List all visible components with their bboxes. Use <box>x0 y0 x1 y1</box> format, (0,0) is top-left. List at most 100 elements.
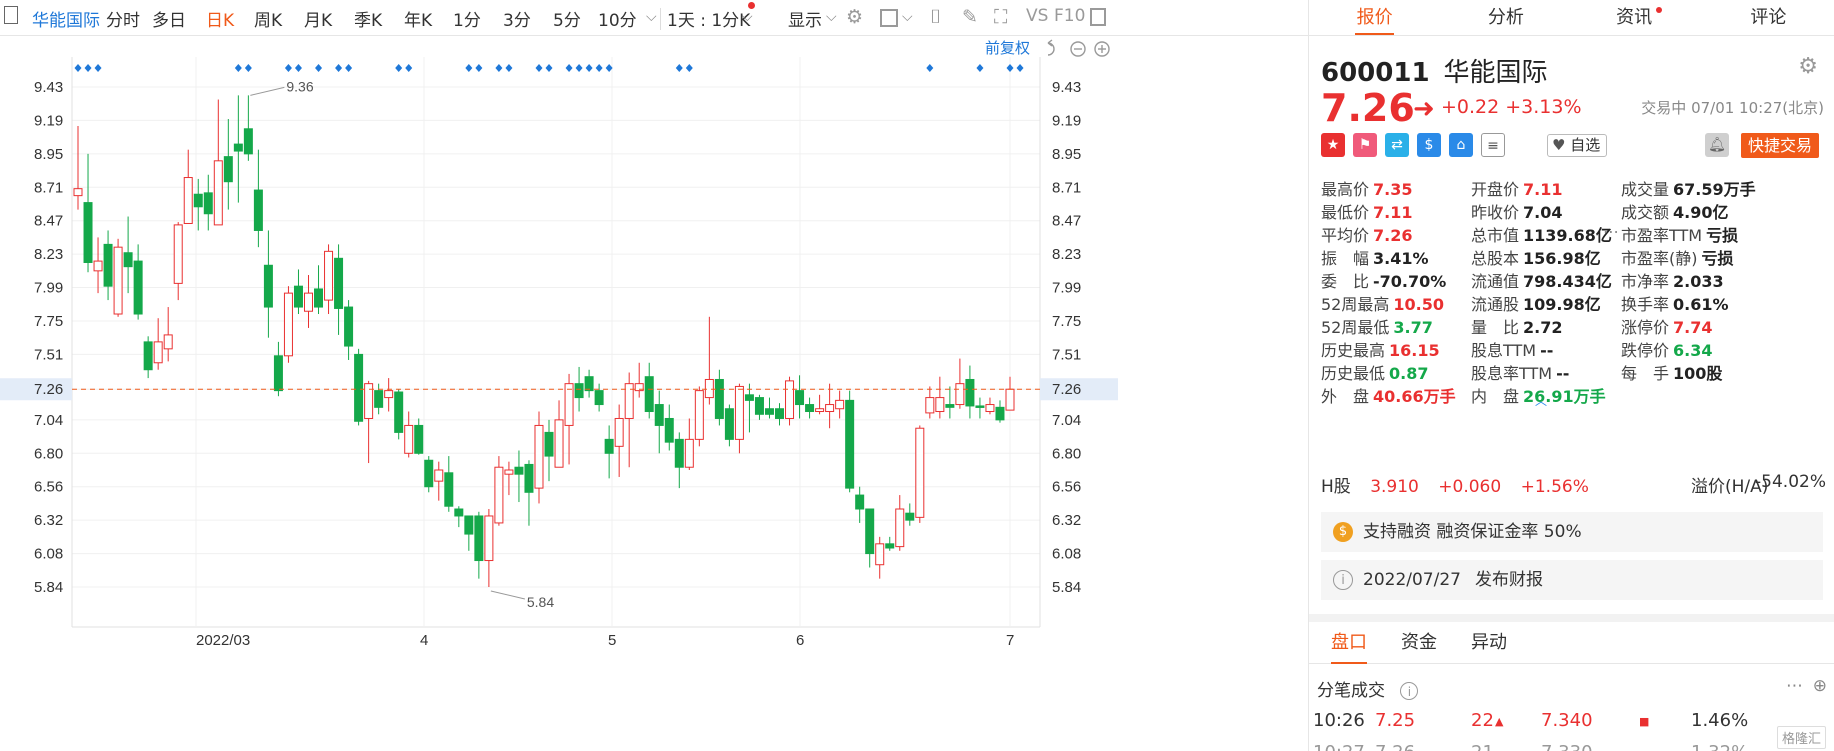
stat-label: 股息TTM <box>1471 341 1537 360</box>
report-info[interactable]: i 2022/07/27 发布财报 <box>1321 560 1823 600</box>
candle-body <box>965 378 975 407</box>
period-tab-3min[interactable]: 3分 <box>503 11 531 31</box>
margin-info[interactable]: $ 支持融资 融资保证金率 50% <box>1321 512 1823 552</box>
tag-icon[interactable]: ⌂ <box>1449 133 1473 157</box>
candle-body <box>163 334 173 350</box>
adjust-mode-button[interactable]: 前复权 <box>985 39 1030 57</box>
period-tab-weekly[interactable]: 周K <box>254 11 283 31</box>
stat-value: 7.11 <box>1523 180 1563 199</box>
china-flag-icon[interactable]: ★ <box>1321 133 1345 157</box>
notes-icon[interactable]: ≡ <box>1481 133 1505 157</box>
stat-value: 3.77 <box>1393 318 1433 337</box>
candle-body <box>805 404 815 413</box>
period-tab-daily[interactable]: 日K <box>206 11 235 31</box>
period-tab-multiday[interactable]: 多日 <box>152 11 186 31</box>
collapse-chevron-icon[interactable]: ︿ <box>1535 394 1548 408</box>
candle-body <box>895 508 905 548</box>
stat-label: 最低价 <box>1321 203 1370 222</box>
period-tab-quarterly[interactable]: 季K <box>354 11 383 31</box>
box-chevron-icon[interactable]: ⌵ <box>902 9 913 25</box>
f10-button[interactable]: F10 <box>1054 6 1086 26</box>
candle-body <box>303 292 313 312</box>
zoom-out-icon[interactable] <box>1070 41 1086 57</box>
candle-body <box>253 189 263 231</box>
stat-value: 0.87 <box>1389 364 1429 383</box>
box-select-icon[interactable] <box>880 9 898 27</box>
candle-body <box>344 306 354 347</box>
up-arrow-icon: ➜ <box>1413 94 1435 124</box>
quick-trade-button[interactable]: 快捷交易 <box>1741 133 1820 158</box>
fullscreen-icon[interactable]: ⛶ <box>994 6 1008 28</box>
event-diamond-marker <box>94 64 102 72</box>
period-tab-intraday[interactable]: 分时 <box>106 11 140 31</box>
undo-icon[interactable] <box>1047 39 1055 56</box>
stat-value: 156.98亿 <box>1523 249 1601 268</box>
expand-icon[interactable]: ⊕ <box>1812 676 1827 696</box>
heart-icon: ♥ <box>1552 136 1566 154</box>
pencil-icon[interactable]: ✎ <box>962 6 978 28</box>
tab-analysis[interactable]: 分析 <box>1487 7 1524 28</box>
range-selector[interactable]: 1天 : 1分K <box>667 11 751 31</box>
period-tab-monthly[interactable]: 月K <box>304 11 333 31</box>
x-tick-label: 7 <box>1006 632 1014 649</box>
running-icon[interactable]: ⚑ <box>1353 133 1377 157</box>
more-stats-icon[interactable]: ⋯ <box>1603 222 1619 241</box>
candle-body <box>584 376 594 392</box>
tab-anomaly[interactable]: 异动 <box>1471 632 1507 653</box>
zoom-in-icon[interactable] <box>1094 41 1110 57</box>
bell-icon[interactable]: 🔔︎ <box>1705 133 1729 157</box>
stock-name-label[interactable]: 华能国际 <box>32 11 100 31</box>
candle-body <box>614 417 624 447</box>
kline-chart[interactable]: 9.43 9.43 9.19 9.19 8.95 8.95 8.71 8.71 8.47 8.47… <box>0 37 1308 751</box>
report-text: 发布财报 <box>1474 570 1543 590</box>
stat-value: 26.91万手 <box>1523 387 1606 406</box>
tab-comments[interactable]: 评论 <box>1750 7 1787 28</box>
ticks-header: 分笔成交 i ⋯ ⊕ <box>1317 676 1827 701</box>
y-tick-label-right: 5.84 <box>1052 579 1081 596</box>
shuffle-icon[interactable]: ⇄ <box>1385 133 1409 157</box>
candle-body <box>293 285 303 308</box>
stat-item: 最高价 7.35 <box>1321 176 1413 200</box>
display-menu[interactable]: 显示 <box>788 11 822 31</box>
event-diamond-marker <box>595 64 603 72</box>
period-tab-5min[interactable]: 5分 <box>553 11 581 31</box>
candle-body <box>654 404 664 426</box>
y-tick-label-left: 8.47 <box>34 213 63 230</box>
tab-news[interactable]: 资讯 <box>1572 0 1703 35</box>
y-tick-label-right: 8.23 <box>1052 246 1081 263</box>
dollar-icon[interactable]: $ <box>1417 133 1441 157</box>
stat-item: 平均价 7.26 <box>1321 222 1413 246</box>
stat-value: 7.26 <box>1373 226 1413 245</box>
event-diamond-marker <box>84 64 92 72</box>
stat-value: 亏损 <box>1701 249 1734 268</box>
stat-label: 外 盘 <box>1321 387 1370 406</box>
y-tick-label-right: 6.32 <box>1052 512 1081 529</box>
period-tab-1min[interactable]: 1分 <box>453 11 481 31</box>
period-tab-10min[interactable]: 10分 <box>598 11 637 31</box>
sidebar-toggle-icon[interactable] <box>4 6 18 24</box>
compare-vs-button[interactable]: VS <box>1026 6 1049 26</box>
display-chevron-icon[interactable]: ⌵ <box>826 9 837 25</box>
candle-body <box>544 431 554 457</box>
settings-gear-icon[interactable]: ⚙ <box>1798 54 1818 79</box>
stat-item: 昨收价 7.04 <box>1471 199 1563 223</box>
period-more-chevron-icon[interactable]: ⌵ <box>646 9 657 25</box>
range-chevron-icon[interactable]: ⌵ <box>742 9 753 25</box>
stat-item: 市盈率(静) 亏损 <box>1621 245 1734 269</box>
x-tick-label: 2022/03 <box>196 632 250 649</box>
ticks-info-icon[interactable]: i <box>1400 682 1419 700</box>
gear-icon[interactable]: ⚙ <box>846 6 864 28</box>
tab-capital[interactable]: 资金 <box>1401 632 1437 653</box>
tab-quote[interactable]: 报价 <box>1309 0 1440 35</box>
tab-orderbook[interactable]: 盘口 <box>1331 622 1367 664</box>
candle-body <box>795 390 805 406</box>
panel-toggle-icon[interactable] <box>1090 8 1106 26</box>
camera-icon[interactable]: ⌷ <box>930 6 942 28</box>
price-change: +0.22 +3.13% <box>1441 96 1582 118</box>
stat-item: 跌停价 6.34 <box>1621 337 1713 361</box>
more-icon[interactable]: ⋯ <box>1786 676 1803 696</box>
depth-tabs: 盘口 资金 异动 <box>1309 622 1834 664</box>
panel-tabs: 报价 分析 资讯 评论 <box>1309 0 1834 36</box>
watchlist-button[interactable]: ♥ 自选 <box>1547 134 1608 157</box>
period-tab-yearly[interactable]: 年K <box>404 11 433 31</box>
